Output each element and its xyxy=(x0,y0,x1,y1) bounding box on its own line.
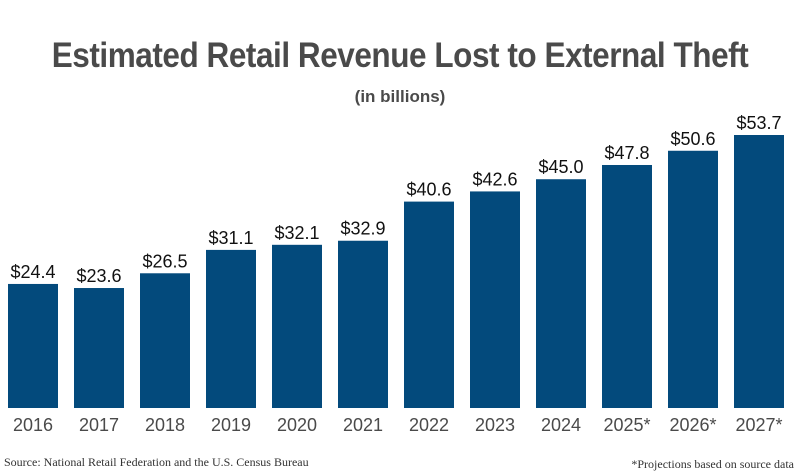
bar-2020 xyxy=(272,244,322,408)
value-label: $24.4 xyxy=(10,262,55,282)
value-label: $45.0 xyxy=(538,157,583,177)
value-label: $53.7 xyxy=(736,113,781,133)
category-label: 2019 xyxy=(211,415,251,435)
bar-2022 xyxy=(404,201,454,408)
category-label: 2023 xyxy=(475,415,515,435)
value-label: $32.9 xyxy=(340,219,385,239)
category-label: 2024 xyxy=(541,415,581,435)
value-label: $50.6 xyxy=(670,129,715,149)
value-label: $26.5 xyxy=(142,251,187,271)
value-label: $31.1 xyxy=(208,228,253,248)
category-label: 2018 xyxy=(145,415,185,435)
bar-2027 xyxy=(734,135,784,408)
category-label: 2016 xyxy=(13,415,53,435)
bar-2016 xyxy=(8,283,58,408)
projection-note: *Projections based on source data xyxy=(631,457,794,471)
value-label: $40.6 xyxy=(406,180,451,200)
category-labels-group: 2016 2017 2018 2019 2020 2021 2022 2023 2024 2025… xyxy=(13,415,783,435)
value-label: $23.6 xyxy=(76,266,121,286)
bar-2026 xyxy=(668,150,718,409)
bar-2018 xyxy=(140,273,190,408)
category-label: 2022 xyxy=(409,415,449,435)
category-label: 2017 xyxy=(79,415,119,435)
bar-2023 xyxy=(470,191,520,408)
category-label: 2025* xyxy=(603,415,650,435)
bar-2021 xyxy=(338,240,388,408)
chart-title: Estimated Retail Revenue Lost to Externa… xyxy=(51,36,749,75)
category-label: 2021 xyxy=(343,415,383,435)
chart-subtitle: (in billions) xyxy=(354,87,446,106)
bar-2025 xyxy=(602,164,652,408)
category-label: 2027* xyxy=(735,415,782,435)
value-label: $32.1 xyxy=(274,223,319,243)
bar-2019 xyxy=(206,249,256,408)
value-label: $47.8 xyxy=(604,143,649,163)
bar-2017 xyxy=(74,288,124,408)
bar-2024 xyxy=(536,179,586,408)
bars-group xyxy=(8,135,784,409)
value-labels-group: $24.4 $23.6 $26.5 $31.1 $32.1 $32.9 $40.6 $42.6… xyxy=(10,113,781,286)
category-label: 2026* xyxy=(669,415,716,435)
category-label: 2020 xyxy=(277,415,317,435)
value-label: $42.6 xyxy=(472,169,517,189)
source-note: Source: National Retail Federation and t… xyxy=(4,455,309,469)
